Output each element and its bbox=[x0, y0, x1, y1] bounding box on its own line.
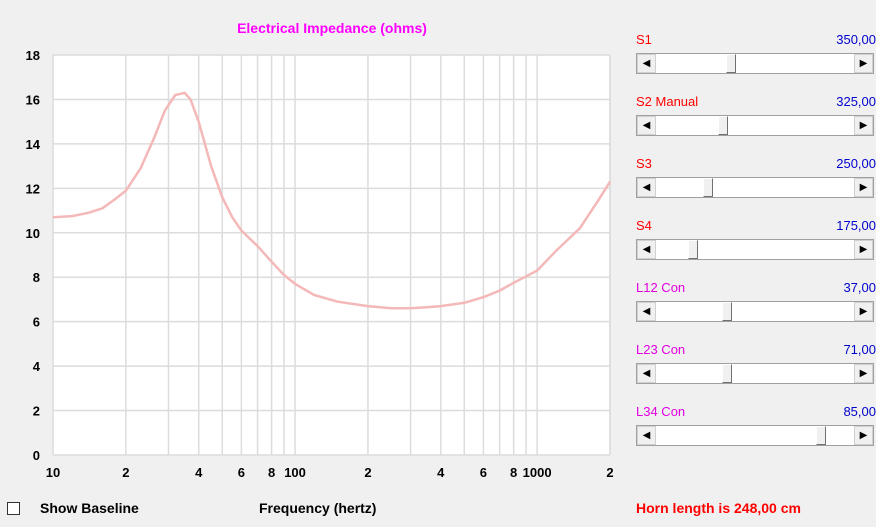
show-baseline-checkbox[interactable] bbox=[7, 502, 20, 515]
param-scrollbar[interactable]: ◀ ▶ bbox=[636, 177, 874, 198]
x-tick-label: 2 bbox=[122, 465, 129, 480]
scrollbar-thumb[interactable] bbox=[718, 116, 729, 135]
param-label: L34 Con bbox=[636, 404, 686, 419]
scroll-left-arrow-icon[interactable]: ◀ bbox=[637, 54, 656, 73]
series-group bbox=[52, 91, 612, 310]
param-scrollbar[interactable]: ◀ ▶ bbox=[636, 239, 874, 260]
y-tick-label: 2 bbox=[33, 404, 40, 419]
y-tick-label: 8 bbox=[33, 270, 40, 285]
param-value: 325,00 bbox=[836, 94, 876, 109]
x-tick-label: 2 bbox=[364, 465, 371, 480]
param-label: L12 Con bbox=[636, 280, 686, 295]
param-value: 350,00 bbox=[836, 32, 876, 47]
scroll-right-arrow-icon[interactable]: ▶ bbox=[854, 116, 873, 135]
param-label: S3 bbox=[636, 156, 652, 171]
x-axis-label: Frequency (hertz) bbox=[259, 500, 377, 516]
scroll-left-arrow-icon[interactable]: ◀ bbox=[637, 302, 656, 321]
param-label: S4 bbox=[636, 218, 652, 233]
y-tick-label: 6 bbox=[33, 315, 40, 330]
x-tick-label: 8 bbox=[268, 465, 275, 480]
scrollbar-thumb[interactable] bbox=[815, 426, 826, 445]
scroll-right-arrow-icon[interactable]: ▶ bbox=[854, 178, 873, 197]
scrollbar-thumb[interactable] bbox=[721, 364, 732, 383]
y-tick-label: 18 bbox=[26, 48, 40, 63]
x-tick-label: 8 bbox=[510, 465, 517, 480]
show-baseline-label[interactable]: Show Baseline bbox=[40, 500, 139, 516]
param-value: 85,00 bbox=[843, 404, 876, 419]
param-value: 175,00 bbox=[836, 218, 876, 233]
param-scrollbar[interactable]: ◀ ▶ bbox=[636, 53, 874, 74]
scroll-left-arrow-icon[interactable]: ◀ bbox=[637, 116, 656, 135]
scroll-left-arrow-icon[interactable]: ◀ bbox=[637, 364, 656, 383]
param-label: L23 Con bbox=[636, 342, 686, 357]
y-tick-label: 0 bbox=[33, 448, 40, 463]
param-scrollbar[interactable]: ◀ ▶ bbox=[636, 301, 874, 322]
impedance-curve bbox=[52, 91, 612, 310]
x-tick-label: 100 bbox=[284, 465, 306, 480]
horn-length-text: Horn length is 248,00 cm bbox=[636, 500, 801, 516]
y-tick-label: 4 bbox=[33, 359, 41, 374]
impedance-chart: Electrical Impedance (ohms) 0 2 4 6 8 10 12 14 1… bbox=[26, 20, 614, 480]
y-tick-label: 10 bbox=[26, 226, 40, 241]
param-scrollbar[interactable]: ◀ ▶ bbox=[636, 363, 874, 384]
x-tick-label: 6 bbox=[480, 465, 487, 480]
param-value: 71,00 bbox=[843, 342, 876, 357]
x-tick-label: 6 bbox=[238, 465, 245, 480]
scrollbar-thumb[interactable] bbox=[687, 240, 698, 259]
grid-lines bbox=[52, 54, 611, 456]
param-value: 37,00 bbox=[843, 280, 876, 295]
param-scrollbar[interactable]: ◀ ▶ bbox=[636, 115, 874, 136]
x-tick-label: 1000 bbox=[523, 465, 552, 480]
plot-area bbox=[53, 55, 610, 455]
bottom-bar: Show Baseline Frequency (hertz) Horn len… bbox=[0, 498, 876, 522]
x-tick-label: 4 bbox=[437, 465, 445, 480]
y-tick-label: 12 bbox=[26, 181, 40, 196]
y-tick-label: 16 bbox=[26, 92, 40, 107]
param-label: S2 Manual bbox=[636, 94, 699, 109]
scroll-left-arrow-icon[interactable]: ◀ bbox=[637, 178, 656, 197]
scrollbar-thumb[interactable] bbox=[721, 302, 732, 321]
y-axis-tick-labels: 0 2 4 6 8 10 12 14 16 18 bbox=[26, 48, 41, 463]
parameter-slider-panel: S1 350,00 ◀ ▶ S2 Manual 325,00 ◀ ▶ S3 250,00 ◀ ▶ S4 1… bbox=[634, 28, 876, 458]
param-value: 250,00 bbox=[836, 156, 876, 171]
scrollbar-thumb[interactable] bbox=[725, 54, 736, 73]
chart-title: Electrical Impedance (ohms) bbox=[237, 20, 427, 36]
param-label: S1 bbox=[636, 32, 652, 47]
x-tick-label: 4 bbox=[195, 465, 203, 480]
x-tick-label: 10 bbox=[46, 465, 60, 480]
scroll-left-arrow-icon[interactable]: ◀ bbox=[637, 240, 656, 259]
param-scrollbar[interactable]: ◀ ▶ bbox=[636, 425, 874, 446]
scroll-right-arrow-icon[interactable]: ▶ bbox=[854, 302, 873, 321]
x-tick-label: 2 bbox=[606, 465, 613, 480]
y-tick-label: 14 bbox=[26, 137, 41, 152]
scroll-left-arrow-icon[interactable]: ◀ bbox=[637, 426, 656, 445]
scroll-right-arrow-icon[interactable]: ▶ bbox=[854, 240, 873, 259]
x-axis-tick-labels: 10 2 4 6 8 100 2 4 6 8 1000 2 bbox=[46, 465, 614, 480]
scroll-right-arrow-icon[interactable]: ▶ bbox=[854, 426, 873, 445]
scrollbar-thumb[interactable] bbox=[703, 178, 713, 197]
scroll-right-arrow-icon[interactable]: ▶ bbox=[854, 54, 873, 73]
scroll-right-arrow-icon[interactable]: ▶ bbox=[854, 364, 873, 383]
